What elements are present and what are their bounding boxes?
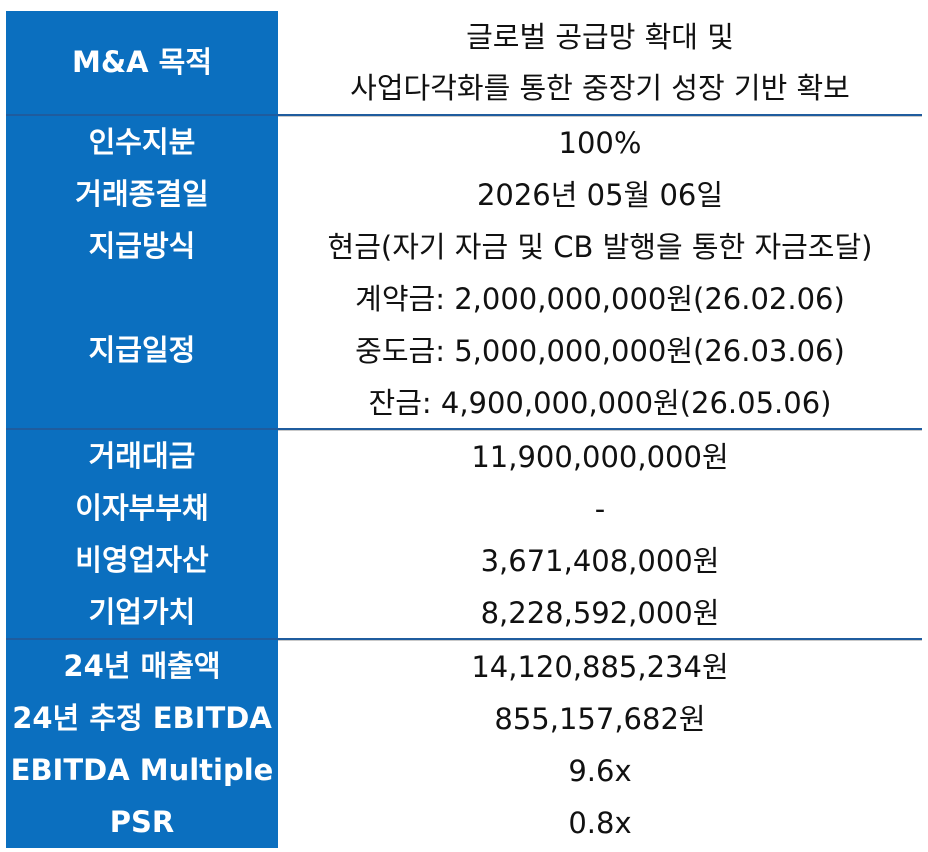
group-multiples: 24년 매출액 24년 추정 EBITDA EBITDA Multiple PS… [6, 640, 922, 848]
label-enterprise-value: 기업가치 [88, 595, 196, 629]
label-payment-method: 지급방식 [88, 229, 196, 263]
label-cell: M&A 목적 [6, 11, 278, 114]
value-ebitda-24: 855,157,682원 [494, 701, 706, 736]
value-ebitda-multiple: 9.6x [568, 753, 632, 788]
group-transaction: 인수지분 거래종결일 지급방식 지급일정 100% 2026년 05월 06일 … [6, 116, 922, 430]
label-psr: PSR [109, 805, 175, 839]
value-interest-debt: - [594, 491, 606, 526]
value-deal-value: 11,900,000,000원 [471, 439, 729, 474]
value-contract-payment: 계약금: 2,000,000,000원(26.02.06) [355, 281, 845, 316]
label-closing-date: 거래종결일 [75, 177, 209, 211]
label-ebitda-multiple: EBITDA Multiple [10, 753, 274, 787]
value-non-operating-assets: 3,671,408,000원 [480, 543, 720, 578]
value-cell: 11,900,000,000원 - 3,671,408,000원 8,228,5… [278, 430, 922, 638]
value-interim-payment: 중도금: 5,000,000,000원(26.03.06) [355, 333, 845, 368]
ma-summary-table: M&A 목적 글로벌 공급망 확대 및 사업다각화를 통한 중장기 성장 기반 … [6, 11, 922, 848]
value-cell: 14,120,885,234원 855,157,682원 9.6x 0.8x [278, 640, 922, 848]
value-closing-date: 2026년 05월 06일 [476, 177, 724, 212]
label-revenue-24: 24년 매출액 [63, 649, 221, 683]
label-non-operating-assets: 비영업자산 [75, 543, 209, 577]
label-deal-value: 거래대금 [88, 439, 196, 473]
value-balance-payment: 잔금: 4,900,000,000원(26.05.06) [368, 385, 832, 420]
value-enterprise-value: 8,228,592,000원 [480, 595, 720, 630]
value-payment-method: 현금(자기 자금 및 CB 발행을 통한 자금조달) [327, 229, 873, 264]
value-revenue-24: 14,120,885,234원 [471, 649, 729, 684]
label-stake: 인수지분 [88, 125, 196, 159]
value-cell: 글로벌 공급망 확대 및 사업다각화를 통한 중장기 성장 기반 확보 [278, 11, 922, 114]
label-cell: 거래대금 이자부부채 비영업자산 기업가치 [6, 430, 278, 638]
value-cell: 100% 2026년 05월 06일 현금(자기 자금 및 CB 발행을 통한 … [278, 116, 922, 428]
group-purpose: M&A 목적 글로벌 공급망 확대 및 사업다각화를 통한 중장기 성장 기반 … [6, 11, 922, 116]
label-ebitda-24: 24년 추정 EBITDA [12, 701, 272, 735]
label-cell: 인수지분 거래종결일 지급방식 지급일정 [6, 116, 278, 428]
group-valuation: 거래대금 이자부부채 비영업자산 기업가치 11,900,000,000원 - … [6, 430, 922, 640]
value-stake: 100% [558, 125, 642, 160]
label-cell: 24년 매출액 24년 추정 EBITDA EBITDA Multiple PS… [6, 640, 278, 848]
value-psr: 0.8x [568, 805, 632, 840]
label-purpose: M&A 목적 [71, 45, 213, 79]
label-payment-schedule: 지급일정 [88, 333, 196, 367]
label-interest-debt: 이자부부채 [75, 491, 209, 525]
value-purpose-line1: 글로벌 공급망 확대 및 [466, 19, 734, 54]
value-purpose-line2: 사업다각화를 통한 중장기 성장 기반 확보 [350, 70, 850, 105]
